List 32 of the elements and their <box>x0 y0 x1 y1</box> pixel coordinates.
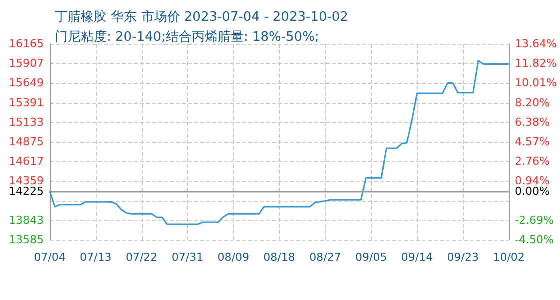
y2-tick-label: 13.64% <box>515 38 558 50</box>
y2-tick-label: 11.82% <box>515 57 558 70</box>
x-tick-label: 08/09 <box>218 251 250 264</box>
y2-tick-label: 2.76% <box>515 155 550 168</box>
x-tick-label: 07/22 <box>126 251 158 264</box>
y2-tick-label: -2.69% <box>515 214 554 227</box>
y2-tick-label: 6.38% <box>515 116 550 129</box>
chart-subtitle: 门尼粘度: 20-140;结合丙烯腈量: 18%-50%; <box>55 29 320 45</box>
x-tick-label: 07/04 <box>34 251 66 264</box>
y2-tick-label: -4.50% <box>515 234 554 246</box>
y2-tick-label: 4.57% <box>515 136 550 148</box>
y-tick-label: 13843 <box>9 214 44 227</box>
x-tick-label: 09/23 <box>447 251 480 264</box>
y-tick-label: 14875 <box>9 136 44 148</box>
y-tick-label: 16165 <box>9 38 44 50</box>
x-tick-label: 10/02 <box>493 251 525 264</box>
y-tick-label: 15133 <box>9 116 44 129</box>
y-tick-label: 15391 <box>9 96 44 110</box>
y2-tick-label: 10.01% <box>515 76 558 90</box>
y-tick-label: 13585 <box>9 234 44 246</box>
x-tick-label: 09/14 <box>401 251 434 264</box>
chart-title: 丁腈橡胶 华东 市场价 2023-07-04 - 2023-10-02 <box>55 10 348 25</box>
y-tick-label: 15649 <box>9 76 44 90</box>
x-tick-label: 08/27 <box>310 251 342 264</box>
y-tick-label: 15907 <box>9 57 44 70</box>
x-tick-label: 07/13 <box>80 251 112 264</box>
x-tick-label: 08/18 <box>264 251 296 264</box>
y2-tick-label: 8.20% <box>515 96 550 110</box>
x-tick-label: 07/31 <box>172 251 204 264</box>
y-tick-label: 14617 <box>9 155 44 168</box>
line-series <box>49 60 510 226</box>
x-tick-label: 09/05 <box>355 251 388 264</box>
